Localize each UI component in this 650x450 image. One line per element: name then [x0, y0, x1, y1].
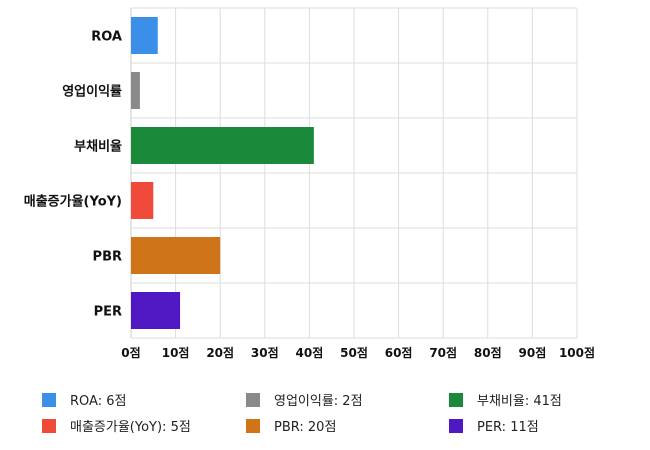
legend-swatch	[42, 393, 56, 407]
y-category-label: 매출증가율(YoY)	[24, 194, 122, 210]
bar	[131, 182, 154, 219]
y-category-label: 부채비율	[74, 139, 122, 155]
bar	[131, 17, 158, 54]
x-tick-label: 40점	[296, 345, 324, 360]
x-tick-label: 50점	[340, 345, 368, 360]
x-tick-label: 70점	[429, 345, 457, 360]
bar	[131, 127, 314, 164]
x-tick-label: 10점	[162, 345, 190, 360]
legend-label: 매출증가율(YoY): 5점	[70, 420, 191, 435]
x-tick-label: 100점	[559, 345, 595, 360]
x-tick-label: 80점	[474, 345, 502, 360]
bar	[131, 237, 221, 274]
legend-swatch	[246, 393, 260, 407]
legend-swatch	[449, 419, 463, 433]
legend-swatch	[42, 419, 56, 433]
legend-label: ROA: 6점	[70, 394, 126, 409]
grid	[130, 7, 578, 339]
legend-label: 부채비율: 41점	[477, 394, 562, 409]
x-tick-label: 0점	[121, 345, 140, 360]
x-tick-label: 60점	[385, 345, 413, 360]
x-tick-label: 90점	[519, 345, 547, 360]
legend-label: PBR: 20점	[274, 420, 336, 435]
y-category-label: PER	[94, 305, 122, 320]
x-tick-labels: 0점 10점 20점 30점 40점 50점 60점 70점 80점 90점 100점	[121, 345, 595, 360]
bar	[131, 292, 181, 329]
bar	[131, 72, 140, 109]
legend-label: PER: 11점	[477, 420, 539, 435]
legend-swatch	[449, 393, 463, 407]
legend-swatch	[246, 419, 260, 433]
y-category-label: ROA	[91, 30, 122, 45]
x-tick-label: 20점	[206, 345, 234, 360]
y-category-label: 영업이익률	[62, 84, 122, 100]
bars	[131, 17, 314, 329]
y-category-label: PBR	[93, 250, 122, 265]
x-tick-label: 30점	[251, 345, 279, 360]
legend-label: 영업이익률: 2점	[274, 394, 363, 409]
